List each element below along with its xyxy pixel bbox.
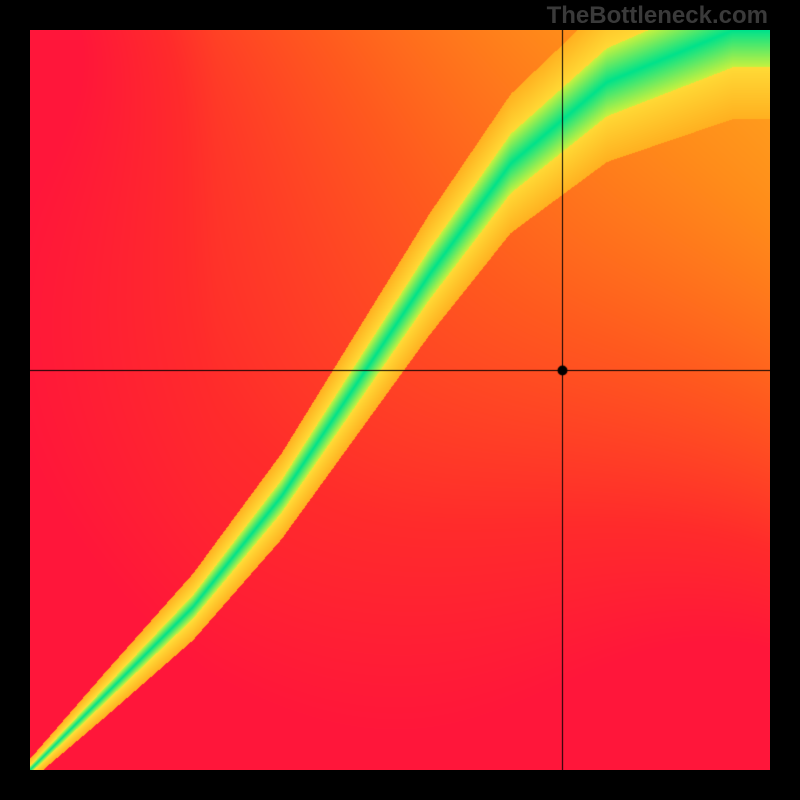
watermark-text: TheBottleneck.com [547, 2, 768, 30]
chart-container: TheBottleneck.com [0, 0, 800, 800]
crosshair-overlay [30, 30, 770, 770]
